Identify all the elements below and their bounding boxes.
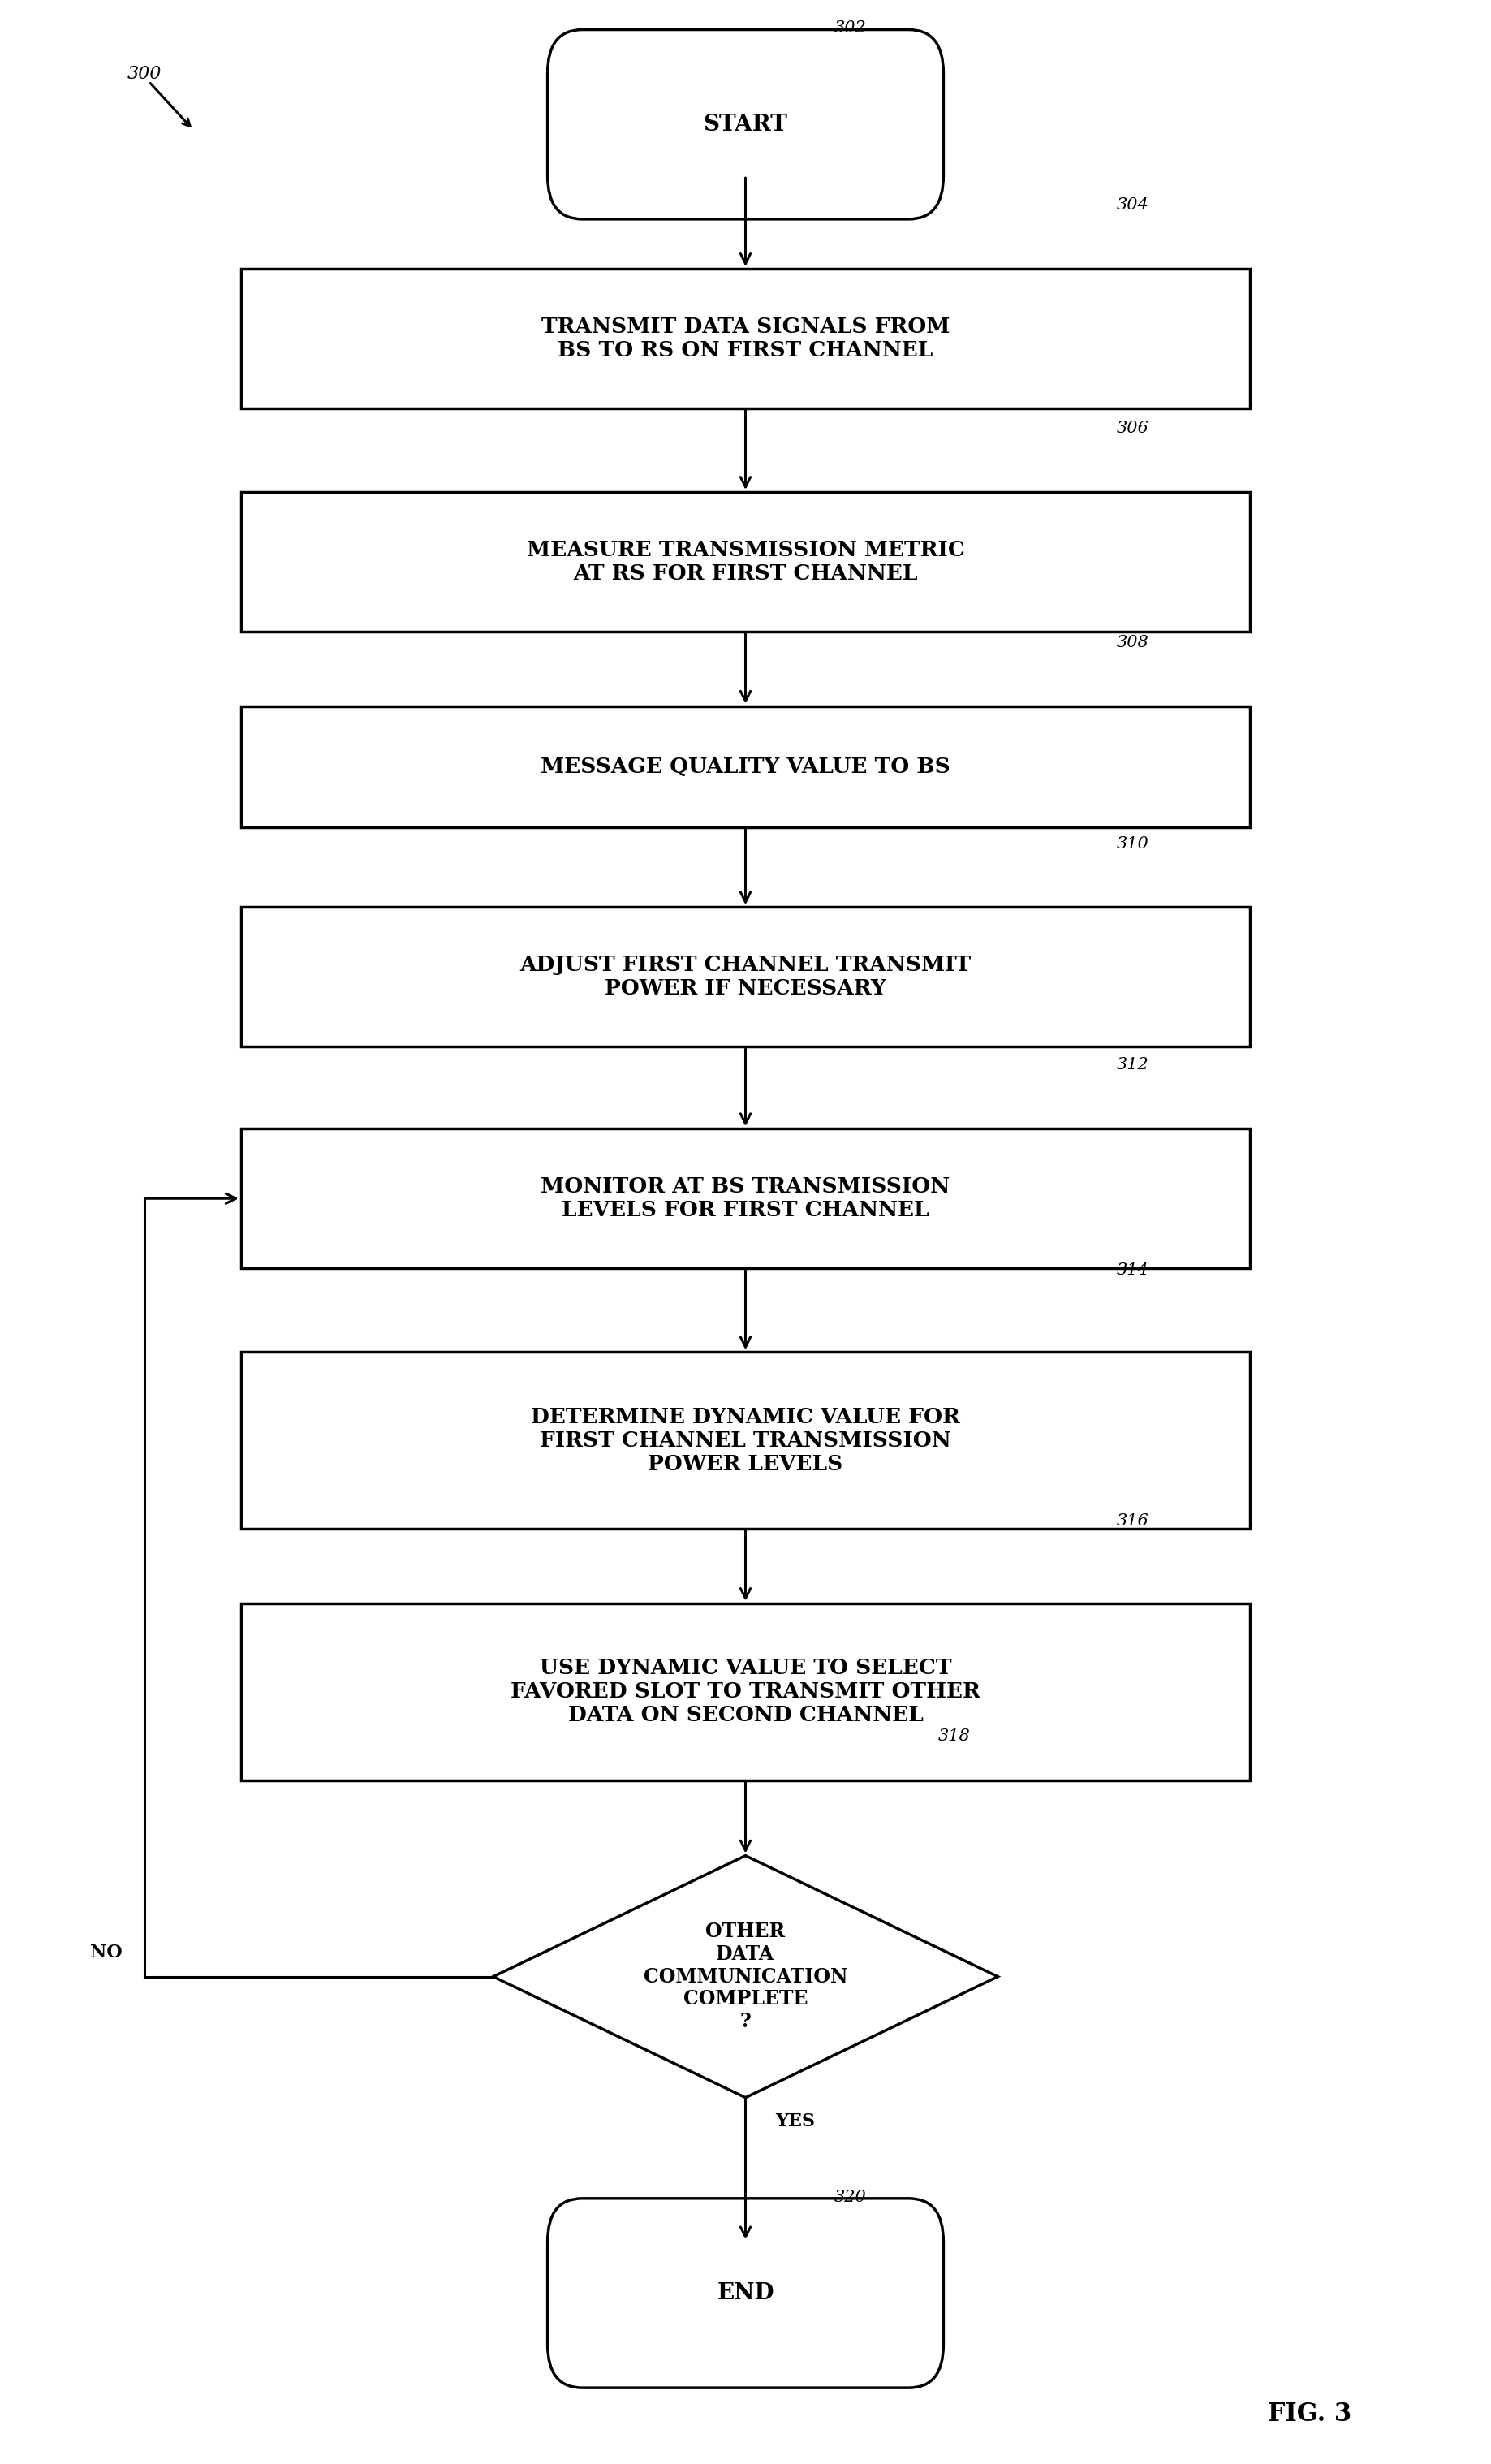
Text: YES: YES	[775, 2112, 816, 2131]
Bar	[242, 907, 1249, 1047]
Text: NO: NO	[89, 1944, 122, 1961]
Bar	[242, 1129, 1249, 1269]
Text: DETERMINE DYNAMIC VALUE FOR
FIRST CHANNEL TRANSMISSION
POWER LEVELS: DETERMINE DYNAMIC VALUE FOR FIRST CHANNE…	[531, 1407, 960, 1473]
Text: MESSAGE QUALITY VALUE TO BS: MESSAGE QUALITY VALUE TO BS	[541, 756, 950, 776]
Bar	[242, 1353, 1249, 1530]
Text: 312: 312	[1117, 1057, 1150, 1072]
Bar	[242, 1604, 1249, 1779]
Text: 306: 306	[1117, 421, 1150, 436]
Text: 300: 300	[127, 64, 161, 84]
Text: MONITOR AT BS TRANSMISSION
LEVELS FOR FIRST CHANNEL: MONITOR AT BS TRANSMISSION LEVELS FOR FI…	[541, 1178, 950, 1220]
Text: 314: 314	[1117, 1262, 1150, 1279]
Polygon shape	[494, 1855, 997, 2097]
Text: 310: 310	[1117, 835, 1150, 853]
FancyBboxPatch shape	[547, 30, 944, 219]
Text: START: START	[704, 113, 787, 136]
Text: 304: 304	[1117, 197, 1150, 212]
Text: USE DYNAMIC VALUE TO SELECT
FAVORED SLOT TO TRANSMIT OTHER
DATA ON SECOND CHANNE: USE DYNAMIC VALUE TO SELECT FAVORED SLOT…	[510, 1658, 981, 1725]
FancyBboxPatch shape	[547, 2198, 944, 2388]
Bar	[242, 269, 1249, 409]
Bar	[242, 493, 1249, 631]
Text: OTHER
DATA
COMMUNICATION
COMPLETE
?: OTHER DATA COMMUNICATION COMPLETE ?	[644, 1922, 847, 2030]
Text: 302: 302	[835, 20, 866, 37]
Text: ADJUST FIRST CHANNEL TRANSMIT
POWER IF NECESSARY: ADJUST FIRST CHANNEL TRANSMIT POWER IF N…	[520, 956, 971, 998]
Text: TRANSMIT DATA SIGNALS FROM
BS TO RS ON FIRST CHANNEL: TRANSMIT DATA SIGNALS FROM BS TO RS ON F…	[541, 315, 950, 360]
Text: END: END	[717, 2282, 774, 2304]
Text: FIG. 3: FIG. 3	[1267, 2402, 1351, 2427]
Bar	[242, 707, 1249, 828]
Text: 316: 316	[1117, 1513, 1150, 1530]
Text: MEASURE TRANSMISSION METRIC
AT RS FOR FIRST CHANNEL: MEASURE TRANSMISSION METRIC AT RS FOR FI…	[526, 540, 965, 584]
Text: 318: 318	[938, 1730, 971, 1745]
Text: 320: 320	[835, 2188, 866, 2205]
Text: 308: 308	[1117, 636, 1150, 650]
